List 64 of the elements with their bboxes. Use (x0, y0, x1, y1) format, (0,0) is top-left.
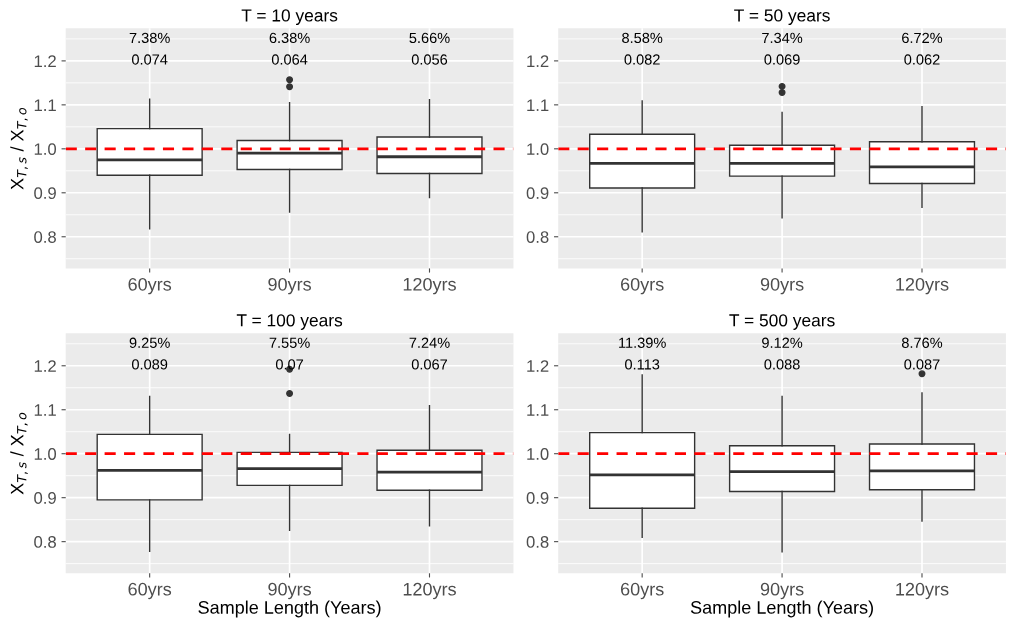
annotation: 0.089 (131, 359, 168, 370)
annotation: 8.76% (901, 337, 943, 348)
x-tick-label: 120yrs (403, 582, 456, 600)
x-tick-label: 120yrs (896, 277, 949, 295)
annotation: 0.113 (625, 359, 660, 370)
x-tick-label: 60yrs (128, 277, 172, 295)
x-tick-label: 90yrs (760, 582, 804, 600)
annotation: 0.087 (904, 359, 940, 370)
annotation: 0.064 (271, 54, 308, 65)
annotation: 0.069 (764, 54, 800, 65)
annotation: 0.088 (764, 359, 800, 370)
x-tick-label: 120yrs (896, 582, 949, 600)
chart-title: T = 10 years (241, 9, 338, 26)
y-tick-label: 0.8 (526, 231, 549, 243)
annotation: 0.067 (411, 359, 448, 370)
y-tick-label: 1.0 (527, 448, 549, 460)
annotation: 0.082 (624, 54, 660, 65)
annotation: 0.062 (904, 54, 940, 65)
x-tick-label: 60yrs (621, 582, 664, 600)
x-axis-title: Sample Length (Years) (198, 600, 381, 618)
x-tick-label: 90yrs (760, 277, 804, 295)
x-tick-label: 90yrs (268, 582, 311, 600)
y-tick-label: 1.2 (34, 55, 56, 67)
annotation: 7.38% (129, 32, 170, 44)
y-tick-label: 1.0 (34, 143, 57, 156)
annotation: 0.07 (275, 359, 304, 370)
y-tick-label: 0.9 (526, 492, 549, 504)
y-tick-label: 0.9 (34, 492, 56, 504)
y-tick-label: 1.1 (34, 404, 56, 416)
y-tick-label: 0.8 (34, 536, 56, 548)
y-tick-label: 0.9 (526, 187, 549, 199)
annotation: 11.39% (619, 337, 666, 348)
y-axis-title: X$_{T,s}$ / X$_{T,o}$ (10, 412, 28, 495)
x-axis-title: Sample Length (Years) (690, 600, 873, 618)
y-tick-label: 1.2 (34, 360, 56, 372)
annotation: 6.72% (902, 32, 943, 44)
x-tick-label: 60yrs (621, 277, 664, 295)
y-tick-label: 1.2 (527, 360, 549, 372)
y-tick-label: 1.1 (34, 99, 56, 111)
annotation: 8.58% (622, 32, 663, 44)
y-tick-label: 1.0 (34, 448, 57, 460)
x-tick-label: 90yrs (268, 277, 311, 295)
y-tick-label: 0.9 (34, 187, 56, 199)
y-tick-label: 1.1 (527, 404, 549, 416)
annotation: 6.38% (269, 32, 310, 44)
x-tick-label: 120yrs (403, 277, 456, 295)
chart-title: T = 50 years (734, 9, 830, 26)
y-tick-label: 0.8 (34, 231, 56, 243)
y-tick-label: 1.2 (527, 55, 549, 67)
annotation: 7.24% (409, 337, 450, 348)
annotation: 9.12% (762, 337, 803, 348)
y-tick-label: 1.0 (527, 143, 549, 156)
y-axis-title: X$_{T,s}$ / X$_{T,o}$ (10, 107, 28, 190)
y-tick-label: 0.8 (526, 536, 549, 548)
chart-title: T = 100 years (236, 314, 343, 330)
y-tick-label: 1.1 (527, 99, 549, 111)
x-tick-label: 60yrs (128, 582, 172, 600)
annotation: 5.66% (409, 32, 450, 44)
chart-title: T = 500 years (729, 314, 835, 330)
annotation: 0.074 (131, 54, 168, 65)
annotation: 7.55% (269, 337, 310, 348)
annotation: 9.25% (129, 337, 170, 348)
annotation: 7.34% (762, 32, 803, 44)
annotation: 0.056 (411, 54, 448, 65)
